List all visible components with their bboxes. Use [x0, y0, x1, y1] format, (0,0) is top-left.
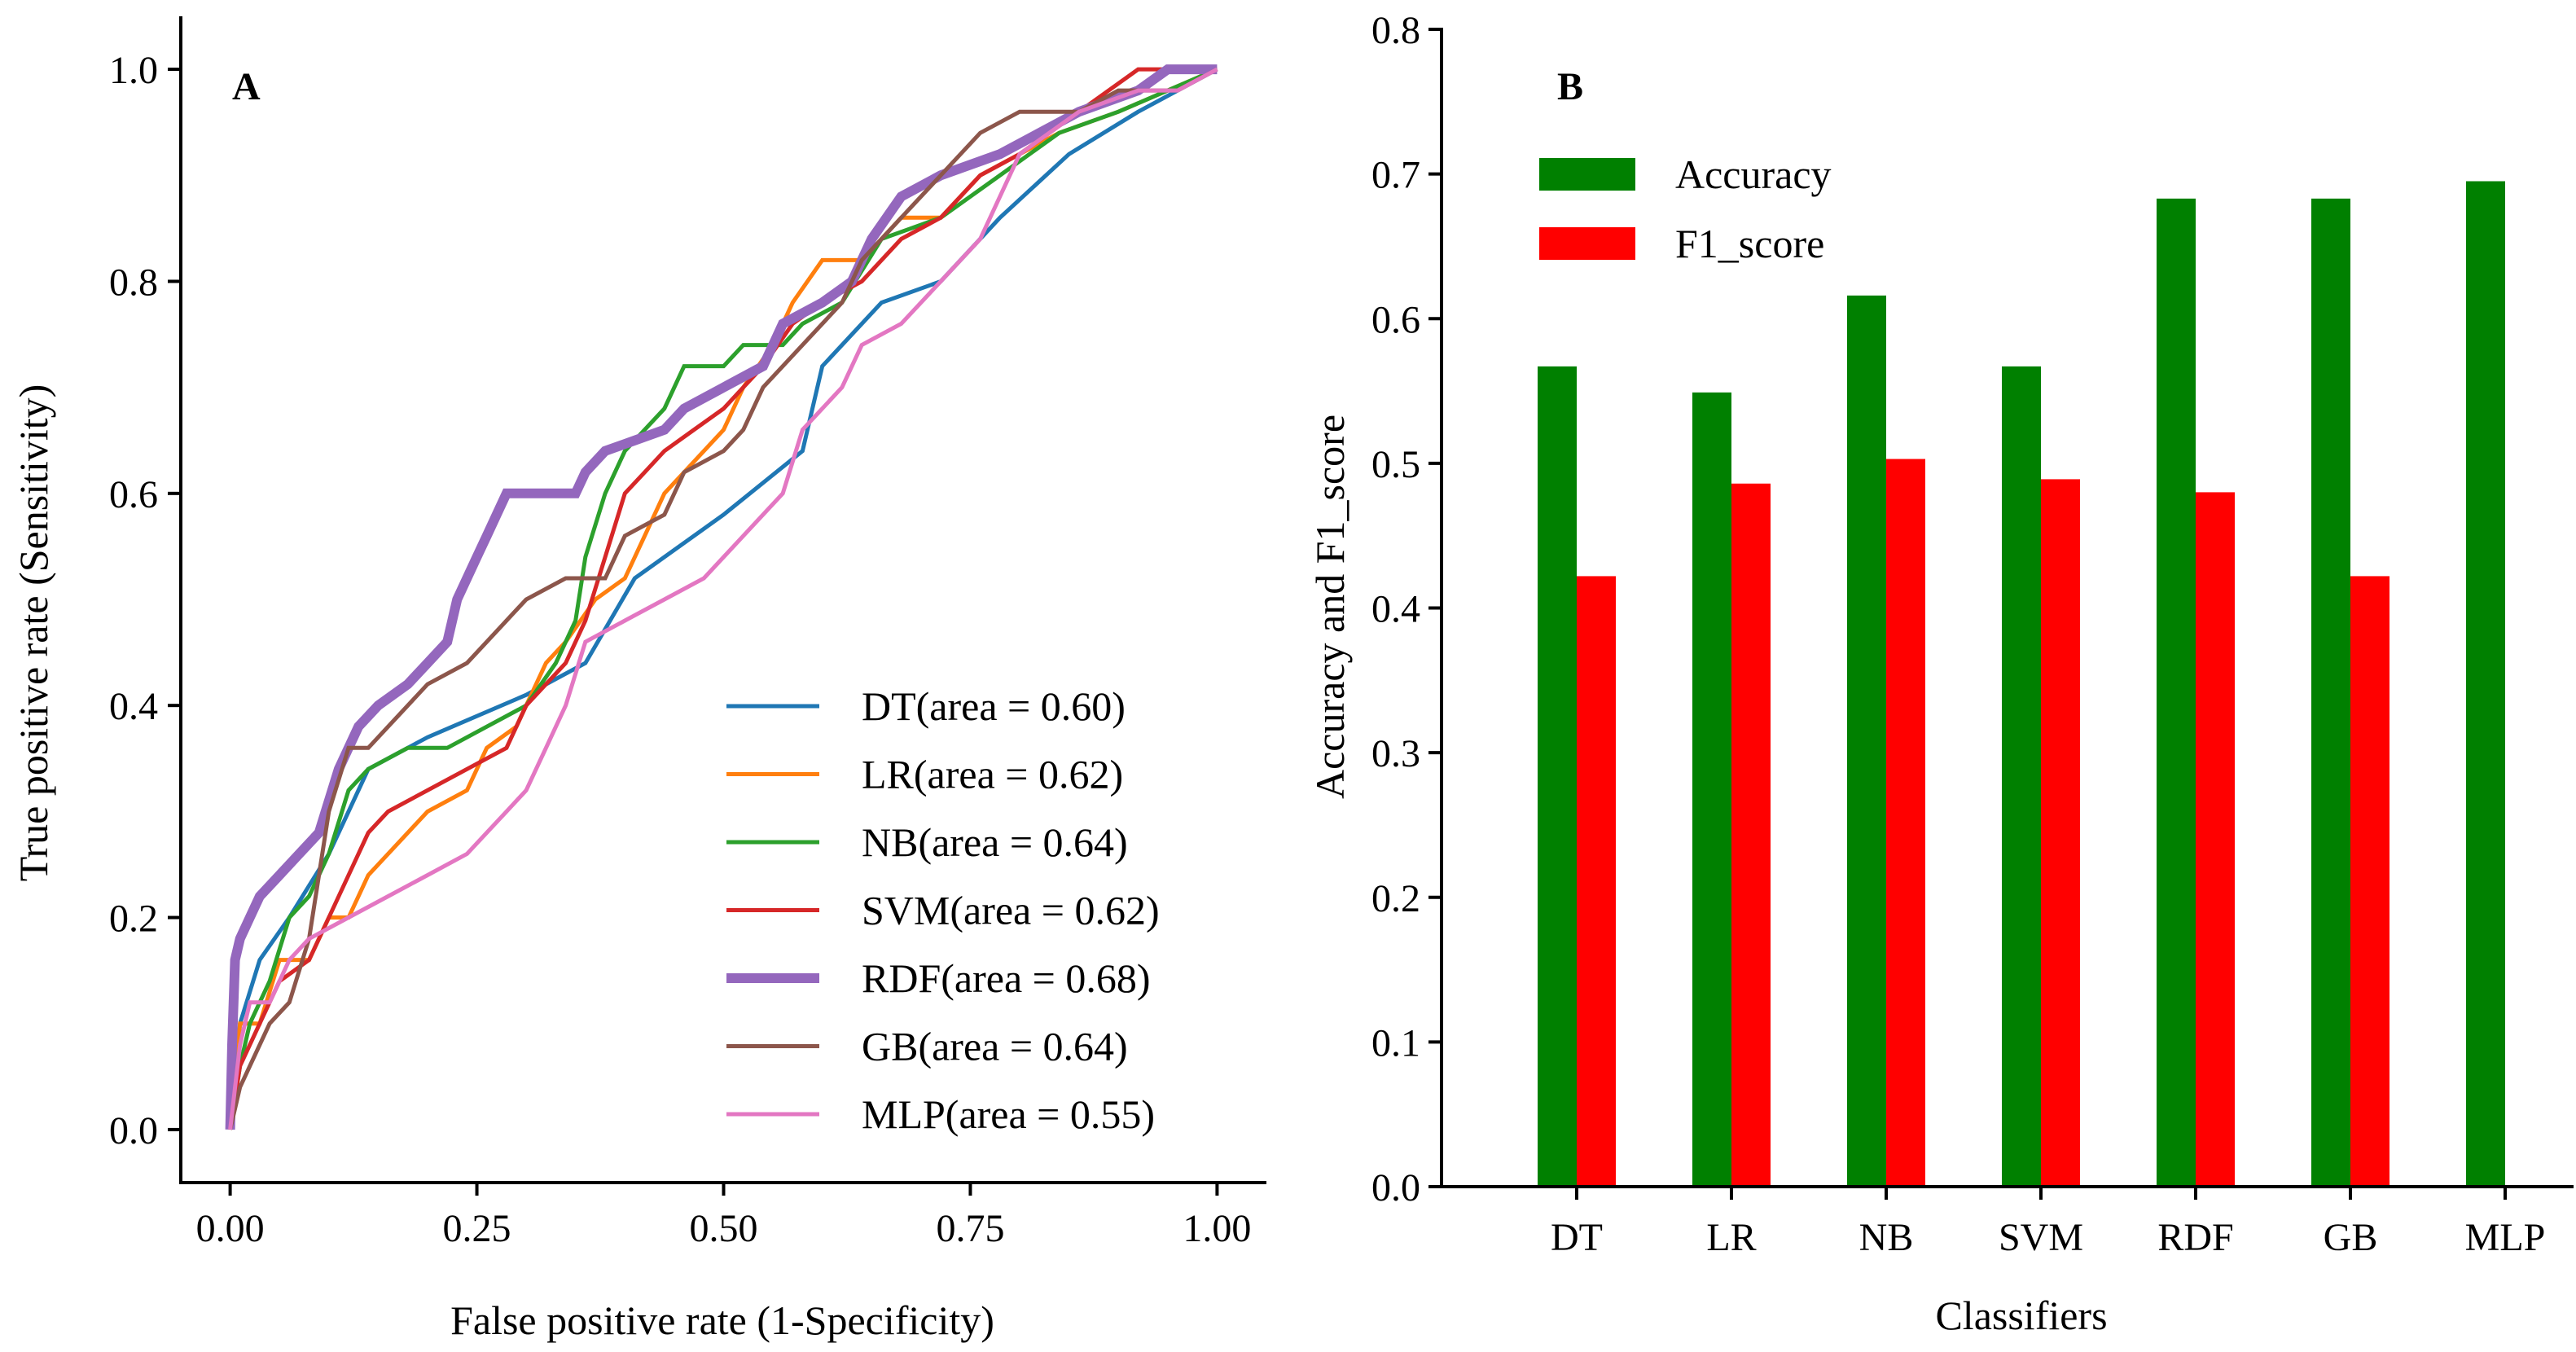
roc-y-tick-label: 1.0: [109, 49, 158, 92]
roc-curve-gb: [228, 67, 1218, 1130]
bar-y-tick-label: 0.7: [1371, 154, 1420, 197]
roc-y-tick-label: 0.0: [109, 1109, 158, 1152]
roc-y-axis-label: True positive rate (Sensitivity): [11, 384, 56, 882]
bar-panel: 0.0 0.1 0.2 0.3 0.4 0.5 0.6 0.7 0.8 DT LR NB SVM RDF…: [1307, 9, 2574, 1338]
roc-curve-svm: [228, 67, 1218, 1130]
bar-y-axis-label: Accuracy and F1_score: [1307, 415, 1353, 799]
legend-label-nb: NB(area = 0.64): [862, 819, 1128, 865]
legend-label-mlp: MLP(area = 0.55): [862, 1091, 1155, 1137]
bar-legend: Accuracy F1_score: [1539, 151, 1832, 266]
legend-label-dt: DT(area = 0.60): [862, 683, 1126, 729]
bar-x-axis-label: Classifiers: [1935, 1293, 2107, 1338]
roc-y-ticks: 0.0 0.2 0.4 0.6 0.8 1.0: [109, 49, 181, 1152]
roc-y-tick-label: 0.2: [109, 898, 158, 941]
bar-x-tick-label: NB: [1859, 1216, 1914, 1259]
bar-x-tick-label: RDF: [2157, 1216, 2233, 1259]
bar-y-tick-label: 0.8: [1371, 9, 1420, 52]
roc-x-tick-label: 0.75: [936, 1207, 1004, 1250]
legend-label-rdf: RDF(area = 0.68): [862, 955, 1151, 1001]
bar-f1_score-dt: [1577, 576, 1616, 1187]
roc-x-ticks: 0.00 0.25 0.50 0.75 1.00: [196, 1183, 1251, 1250]
legend-label-lr: LR(area = 0.62): [862, 752, 1123, 797]
roc-x-tick-label: 1.00: [1183, 1207, 1251, 1250]
roc-legend: DT(area = 0.60) LR(area = 0.62) NB(area = …: [726, 683, 1160, 1137]
bar-y-ticks: 0.0 0.1 0.2 0.3 0.4 0.5 0.6 0.7 0.8: [1371, 9, 1442, 1209]
roc-y-tick-label: 0.4: [109, 685, 158, 728]
bar-y-tick-label: 0.6: [1371, 298, 1420, 341]
bar-y-tick-label: 0.0: [1371, 1166, 1420, 1209]
bar-accuracy-gb: [2311, 198, 2350, 1187]
roc-curves: [225, 64, 1218, 1130]
roc-y-tick-label: 0.8: [109, 261, 158, 304]
bar-accuracy-dt: [1538, 366, 1577, 1187]
panel-label-b: B: [1557, 65, 1583, 108]
bar-x-tick-label: GB: [2324, 1216, 2378, 1259]
bar-accuracy-svm: [2002, 366, 2041, 1187]
roc-curve-mlp: [228, 67, 1218, 1130]
bar-y-tick-label: 0.2: [1371, 877, 1420, 920]
roc-x-tick-label: 0.00: [196, 1207, 265, 1250]
bar-f1_score-rdf: [2196, 492, 2235, 1187]
bar-accuracy-rdf: [2157, 198, 2196, 1187]
bar-y-tick-label: 0.4: [1371, 588, 1420, 631]
bar-accuracy-mlp: [2466, 181, 2505, 1187]
bar-y-tick-label: 0.1: [1371, 1021, 1420, 1064]
legend-label-gb: GB(area = 0.64): [862, 1024, 1128, 1069]
bar-accuracy-lr: [1692, 392, 1731, 1187]
bar-f1_score-gb: [2350, 576, 2389, 1187]
roc-x-tick-label: 0.50: [690, 1207, 758, 1250]
roc-panel: 0.00 0.25 0.50 0.75 1.00 0.00.20.40.60.81.0 …: [11, 16, 1266, 1343]
bar-y-tick-label: 0.5: [1371, 443, 1420, 486]
legend-label-svm: SVM(area = 0.62): [862, 888, 1160, 933]
roc-curve-rdf: [225, 64, 1218, 1130]
bar-x-tick-label: DT: [1551, 1216, 1603, 1259]
roc-y-tick-label: 0.6: [109, 473, 158, 516]
bar-f1_score-svm: [2041, 479, 2080, 1187]
bar-x-tick-label: SVM: [1999, 1216, 2083, 1259]
bar-marks: [1538, 181, 2505, 1187]
bar-x-tick-label: LR: [1706, 1216, 1756, 1259]
bar-accuracy-nb: [1847, 295, 1886, 1187]
bar-f1_score-lr: [1731, 483, 1771, 1187]
bar-x-tick-label: MLP: [2465, 1216, 2546, 1259]
bar-x-ticks: DT LR NB SVM RDF GB MLP: [1551, 1187, 2545, 1259]
roc-x-axis-label: False positive rate (1-Specificity): [450, 1297, 994, 1343]
bar-f1_score-nb: [1886, 459, 1925, 1187]
legend-swatch-f1_score: [1539, 227, 1635, 260]
panel-label-a: A: [232, 65, 261, 108]
legend-swatch-accuracy: [1539, 158, 1635, 191]
legend-label-accuracy: Accuracy: [1675, 151, 1832, 197]
roc-x-tick-label: 0.25: [443, 1207, 511, 1250]
bar-y-tick-label: 0.3: [1371, 732, 1420, 775]
legend-label-f1_score: F1_score: [1675, 221, 1824, 266]
